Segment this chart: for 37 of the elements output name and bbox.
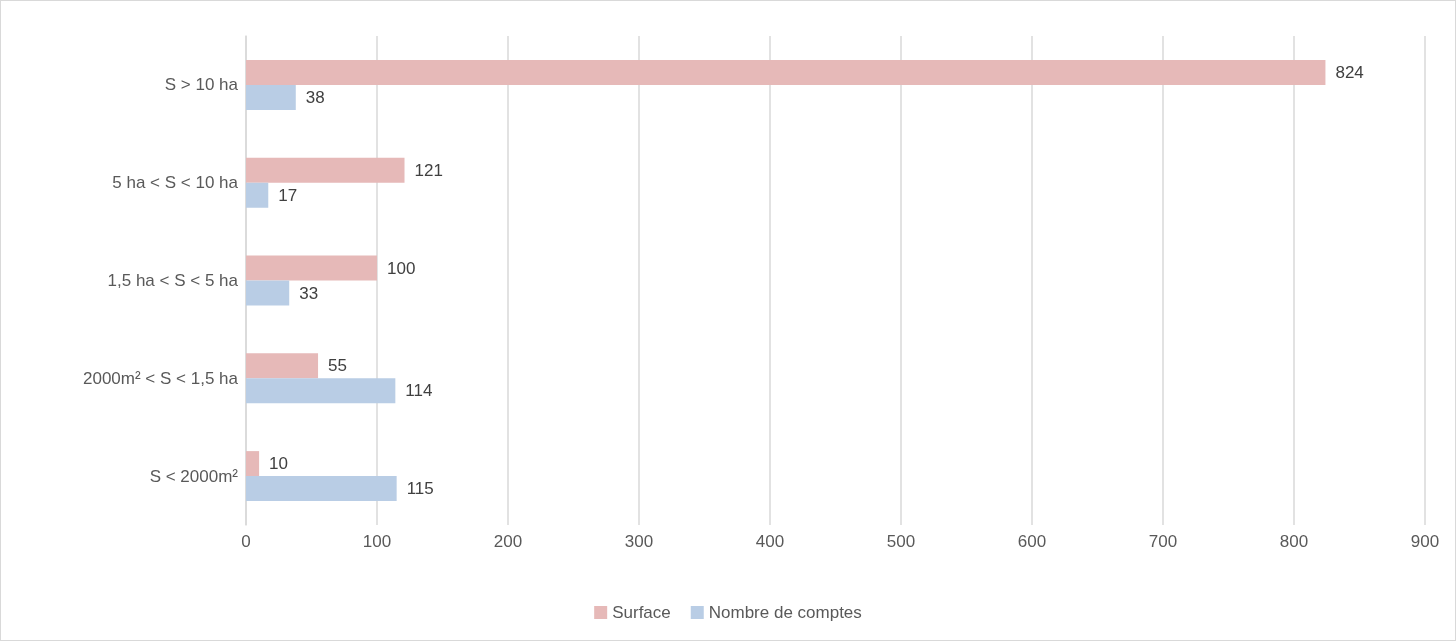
y-tick-label: S > 10 ha: [164, 75, 239, 95]
bar: [246, 378, 396, 404]
bar: [246, 255, 377, 281]
x-tick-label: 400: [755, 532, 785, 551]
bar: [246, 476, 397, 502]
x-tick-label: 500: [886, 532, 916, 551]
bar: [246, 59, 1326, 85]
data-label: 33: [299, 283, 319, 303]
legend-label: Surface: [612, 603, 671, 622]
bar: [246, 280, 290, 306]
data-label: 17: [278, 185, 298, 205]
x-tick-label: 200: [493, 532, 523, 551]
data-label: 115: [406, 479, 434, 499]
x-tick-label: 800: [1279, 532, 1309, 551]
data-label: 10: [269, 454, 289, 474]
x-tick-label: 900: [1410, 532, 1440, 551]
bar: [246, 451, 260, 477]
y-tick-label: 2000m² < S < 1,5 ha: [83, 368, 239, 388]
data-label: 55: [328, 356, 347, 376]
y-tick-label: S < 2000m²: [149, 466, 239, 486]
x-tick-label: 700: [1148, 532, 1178, 551]
bar: [246, 182, 269, 208]
data-label: 100: [387, 258, 416, 278]
y-tick-label: 1,5 ha < S < 5 ha: [107, 271, 239, 290]
bar: [246, 84, 296, 110]
legend-label: Nombre de comptes: [708, 603, 862, 622]
data-label: 114: [405, 381, 433, 401]
y-tick-label: 5 ha < S < 10 ha: [112, 173, 239, 193]
bar: [246, 353, 319, 379]
x-tick-label: 600: [1017, 532, 1047, 551]
x-tick-label: 0: [241, 532, 251, 551]
data-label: 38: [305, 87, 325, 107]
data-label: 121: [414, 160, 443, 180]
data-label: 824: [1335, 62, 1364, 82]
bar: [246, 157, 405, 183]
x-tick-label: 100: [362, 532, 392, 551]
x-tick-label: 300: [624, 532, 654, 551]
